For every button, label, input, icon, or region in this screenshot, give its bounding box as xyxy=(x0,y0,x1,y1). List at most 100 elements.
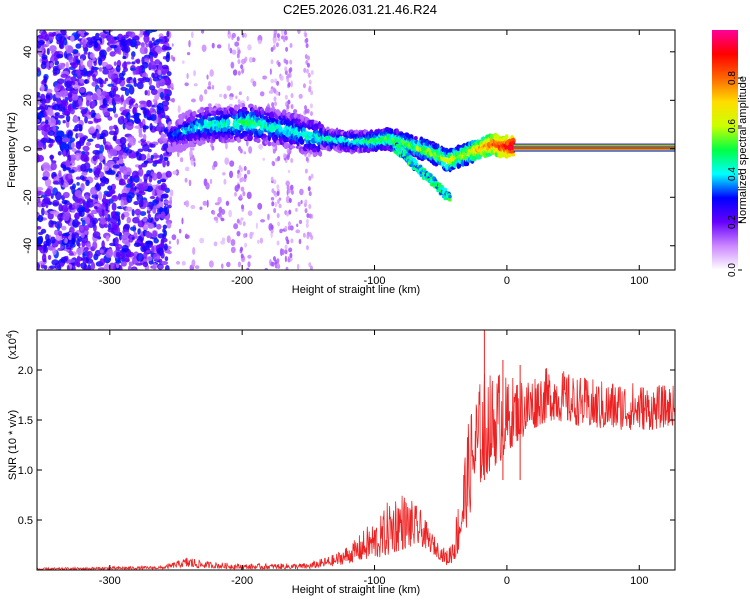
spectral-blob xyxy=(226,261,231,268)
spectral-blob xyxy=(91,209,97,214)
spectral-blob xyxy=(76,255,81,264)
spectral-blob xyxy=(149,195,156,200)
spectral-blob xyxy=(278,91,281,96)
spectral-blob xyxy=(113,224,118,231)
spectral-blob xyxy=(137,148,144,153)
spectral-blob xyxy=(249,231,253,240)
spectral-blob xyxy=(78,209,85,218)
spectral-blob xyxy=(306,68,310,74)
spectral-blob xyxy=(156,125,162,132)
spectral-blob xyxy=(50,193,54,199)
spectral-blob xyxy=(193,162,196,167)
spectral-blob xyxy=(45,188,52,197)
spectral-blob xyxy=(109,216,118,224)
spectral-blob xyxy=(80,58,84,67)
spectral-blob xyxy=(216,44,222,49)
spectral-blob xyxy=(190,204,196,210)
spectral-blob xyxy=(162,224,168,230)
spectral-blob xyxy=(125,111,131,121)
spectral-blob xyxy=(267,213,270,221)
spectral-blob xyxy=(193,69,196,77)
spectral-blob xyxy=(275,90,279,96)
spectral-blob xyxy=(111,202,117,211)
spectral-blob xyxy=(128,85,135,95)
spectral-blob xyxy=(289,252,293,258)
spectral-blob xyxy=(62,119,66,124)
spectral-blob xyxy=(76,198,85,205)
spectral-blob xyxy=(123,223,131,230)
spectral-blob xyxy=(240,253,244,259)
ridge-blob xyxy=(228,113,232,118)
spectral-blob xyxy=(308,232,312,238)
spectral-blob xyxy=(184,82,189,87)
spectral-blob xyxy=(168,240,171,245)
spectral-blob xyxy=(145,240,153,245)
spectral-blob xyxy=(107,70,114,80)
spectral-blob xyxy=(276,198,280,204)
spectral-blob xyxy=(57,213,65,221)
spectral-blob xyxy=(43,75,48,84)
spectral-blob xyxy=(132,216,140,224)
spectral-blob xyxy=(304,168,308,174)
spectral-blob xyxy=(123,231,130,237)
spectral-blob xyxy=(60,245,64,250)
spectral-blob xyxy=(106,47,111,52)
spectral-blob xyxy=(79,175,85,181)
ridge-blob xyxy=(504,133,509,140)
spectral-blob xyxy=(72,128,79,132)
spectral-blob xyxy=(240,246,244,252)
spectral-blob xyxy=(37,235,43,245)
spectral-blob xyxy=(228,170,234,179)
spectral-blob xyxy=(260,219,266,223)
spectral-blob xyxy=(277,221,281,227)
spectral-blob xyxy=(126,191,135,199)
x-tick-label: 100 xyxy=(630,275,648,287)
spectral-blob xyxy=(166,221,172,229)
spectral-blob xyxy=(55,33,63,42)
spectral-blob xyxy=(223,178,227,185)
spectral-blob xyxy=(52,180,59,185)
spectral-blob xyxy=(48,108,54,117)
spectral-blob xyxy=(165,54,170,63)
spectral-blob xyxy=(131,56,135,60)
spectral-blob xyxy=(276,258,280,264)
spectral-blob xyxy=(144,36,148,46)
spectral-blob xyxy=(152,172,158,181)
spectral-blob xyxy=(157,102,164,111)
spectral-blob xyxy=(112,87,117,97)
colorbar-tick-label: 0.0 xyxy=(727,263,738,277)
spectral-blob xyxy=(49,45,57,52)
spectral-blob xyxy=(117,193,122,201)
x-tick-label: -200 xyxy=(231,575,253,587)
figure-title: C2E5.2026.031.21.46.R24 xyxy=(283,2,437,17)
spectral-blob xyxy=(48,219,54,228)
ridge-blob xyxy=(258,129,264,135)
spectral-blob xyxy=(234,191,237,197)
spectral-blob xyxy=(108,130,116,136)
spectral-blob xyxy=(212,210,215,216)
spectral-blob xyxy=(65,245,72,250)
spectral-blob xyxy=(91,100,96,109)
spectral-blob xyxy=(122,55,127,60)
x-tick-label: -100 xyxy=(364,575,386,587)
spectral-blob xyxy=(229,96,234,101)
spectral-blob xyxy=(214,202,220,206)
spectral-blob xyxy=(308,262,312,268)
spectral-blob xyxy=(62,191,70,199)
spectral-blob xyxy=(39,103,47,110)
spectral-blob xyxy=(54,112,60,116)
spectral-blob xyxy=(308,204,312,210)
spectral-blob xyxy=(137,228,141,235)
spectral-blob xyxy=(286,104,290,110)
spectral-blob xyxy=(143,173,148,182)
spectral-blob xyxy=(146,99,152,108)
spectral-blob xyxy=(135,58,141,65)
spectral-blob xyxy=(161,100,170,107)
spectral-blob xyxy=(287,225,291,231)
spectral-blob xyxy=(37,214,44,223)
spectral-blob xyxy=(114,113,119,118)
spectral-blob xyxy=(118,72,124,79)
spectral-blob xyxy=(171,234,177,241)
spectral-blob xyxy=(115,64,121,73)
spectral-blob xyxy=(103,190,109,195)
